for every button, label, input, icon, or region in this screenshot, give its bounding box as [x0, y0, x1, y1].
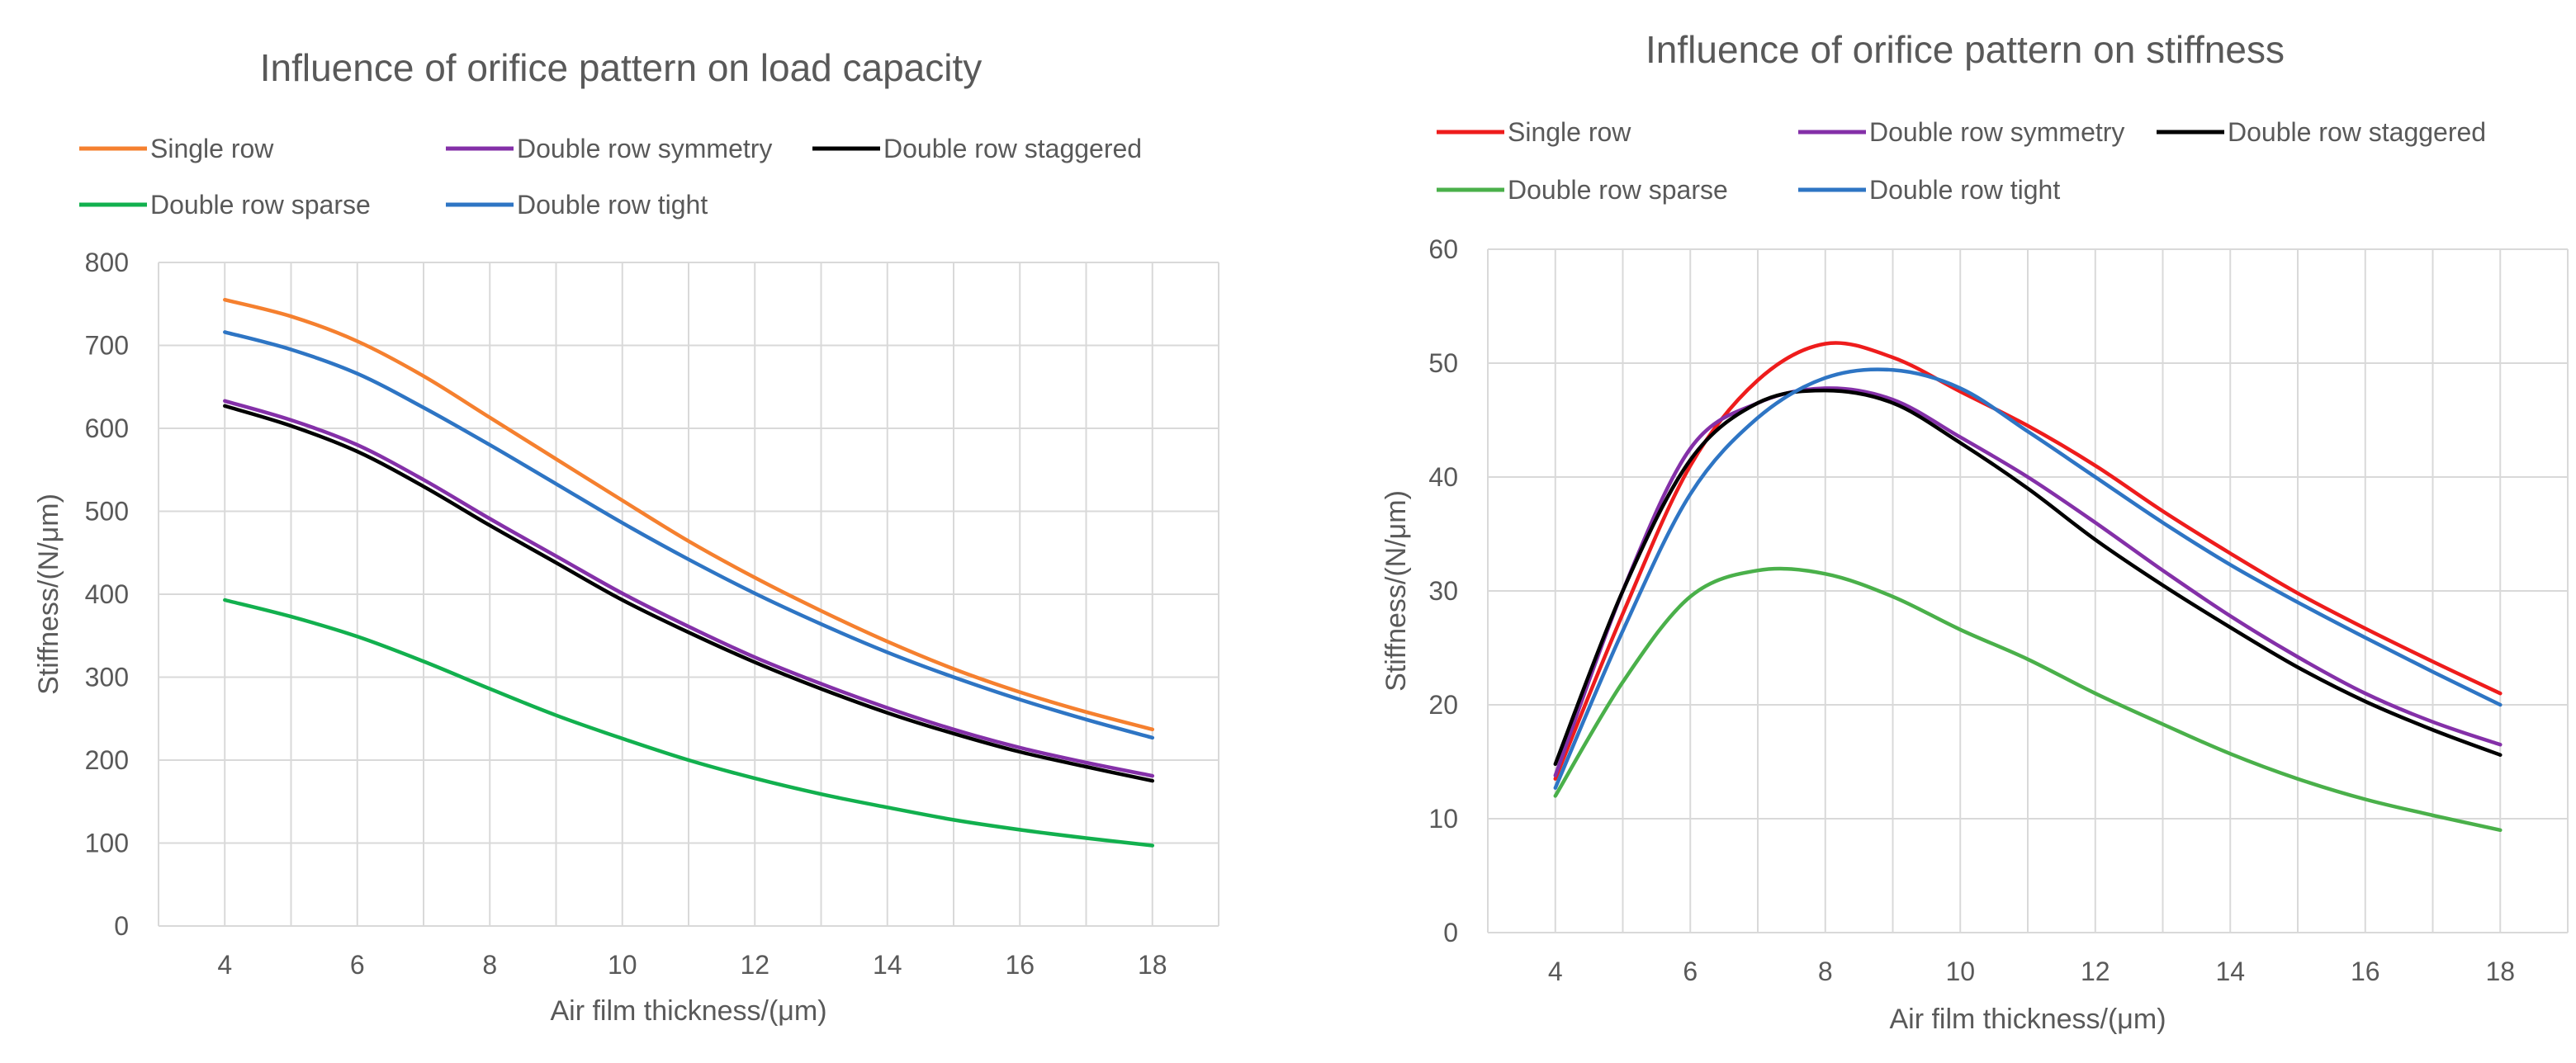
y-axis-label: Stiffness/(N/μm)	[1380, 490, 1412, 692]
legend-item: Double row tight	[446, 190, 708, 220]
y-tick-label: 600	[85, 413, 129, 443]
legend-label: Single row	[150, 134, 274, 163]
legend: Single row Double row symmetry Double row …	[1437, 117, 2486, 205]
stiffness-chart: Influence of orifice pattern on stiffnes…	[1380, 28, 2569, 1035]
y-tick-label: 200	[85, 745, 129, 775]
y-tick-label: 0	[114, 911, 129, 941]
legend-item: Double row tight	[1798, 175, 2060, 205]
x-tick-label: 4	[217, 950, 232, 980]
load-capacity-chart: Influence of orifice pattern on load cap…	[33, 46, 1219, 1027]
y-tick-label: 500	[85, 497, 129, 527]
x-tick-label: 10	[608, 950, 637, 980]
y-tick-label: 0	[1443, 918, 1458, 947]
x-tick-label: 14	[2215, 957, 2245, 986]
series-line	[223, 297, 1155, 732]
legend-item: Single row	[79, 134, 274, 163]
y-tick-label: 50	[1428, 348, 1458, 378]
x-tick-label: 12	[2081, 957, 2110, 986]
x-tick-label: 8	[1818, 957, 1833, 986]
x-tick-label: 18	[1138, 950, 1167, 980]
y-tick-label: 300	[85, 663, 129, 692]
legend-item: Double row symmetry	[446, 134, 772, 163]
series-line	[223, 598, 1155, 848]
x-tick-label: 6	[1683, 957, 1698, 986]
series-line	[1553, 566, 2503, 833]
x-tick-label: 8	[482, 950, 497, 980]
y-tick-label: 100	[85, 829, 129, 858]
legend-label: Double row symmetry	[1869, 117, 2124, 147]
legend: Single row Double row symmetry Double row …	[79, 134, 1142, 220]
y-axis-label: Stiffness/(N/μm)	[33, 494, 64, 695]
series-line	[223, 399, 1155, 778]
x-axis-label: Air film thickness/(μm)	[550, 995, 826, 1027]
legend-label: Double row staggered	[2228, 117, 2486, 147]
y-tick-label: 20	[1428, 690, 1458, 720]
chart-title: Influence of orifice pattern on load cap…	[260, 46, 983, 89]
legend-label: Double row sparse	[150, 190, 371, 220]
legend-label: Double row sparse	[1508, 175, 1728, 205]
legend-label: Double row tight	[1869, 175, 2060, 205]
x-axis-label: Air film thickness/(μm)	[1889, 1004, 2166, 1035]
y-tick-label: 400	[85, 579, 129, 609]
y-tick-label: 60	[1428, 234, 1458, 264]
legend-label: Single row	[1508, 117, 1631, 147]
legend-item: Double row symmetry	[1798, 117, 2124, 147]
plot-area: 0 10 20 30 40 50 60 4 6 8 10 12 14 16 18	[1428, 234, 2569, 986]
legend-item: Double row staggered	[2157, 117, 2486, 147]
legend-item: Double row staggered	[812, 134, 1142, 163]
legend-label: Double row symmetry	[517, 134, 772, 163]
x-tick-label: 4	[1548, 957, 1563, 986]
series-line	[223, 404, 1155, 783]
x-tick-label: 18	[2485, 957, 2515, 986]
y-tick-label: 40	[1428, 462, 1458, 492]
y-tick-label: 700	[85, 331, 129, 361]
series-line	[1553, 386, 2503, 777]
legend-item: Single row	[1437, 117, 1631, 147]
x-tick-label: 16	[1005, 950, 1035, 980]
plot-area: 0 100 200 300 400 500 600 700 800 4 6 8 10 12 14 16 18	[85, 248, 1219, 980]
y-tick-label: 10	[1428, 804, 1458, 834]
y-tick-label: 30	[1428, 576, 1458, 606]
series-line	[1553, 388, 2503, 767]
x-tick-label: 14	[873, 950, 902, 980]
legend-label: Double row tight	[517, 190, 708, 220]
legend-label: Double row staggered	[883, 134, 1142, 163]
y-tick-label: 800	[85, 248, 129, 277]
x-tick-label: 10	[1945, 957, 1975, 986]
x-tick-label: 12	[740, 950, 769, 980]
series-line	[223, 330, 1155, 740]
x-tick-label: 16	[2351, 957, 2380, 986]
legend-item: Double row sparse	[79, 190, 371, 220]
series-line	[1553, 367, 2503, 790]
x-tick-label: 6	[350, 950, 365, 980]
legend-item: Double row sparse	[1437, 175, 1728, 205]
chart-title: Influence of orifice pattern on stiffnes…	[1646, 28, 2285, 71]
